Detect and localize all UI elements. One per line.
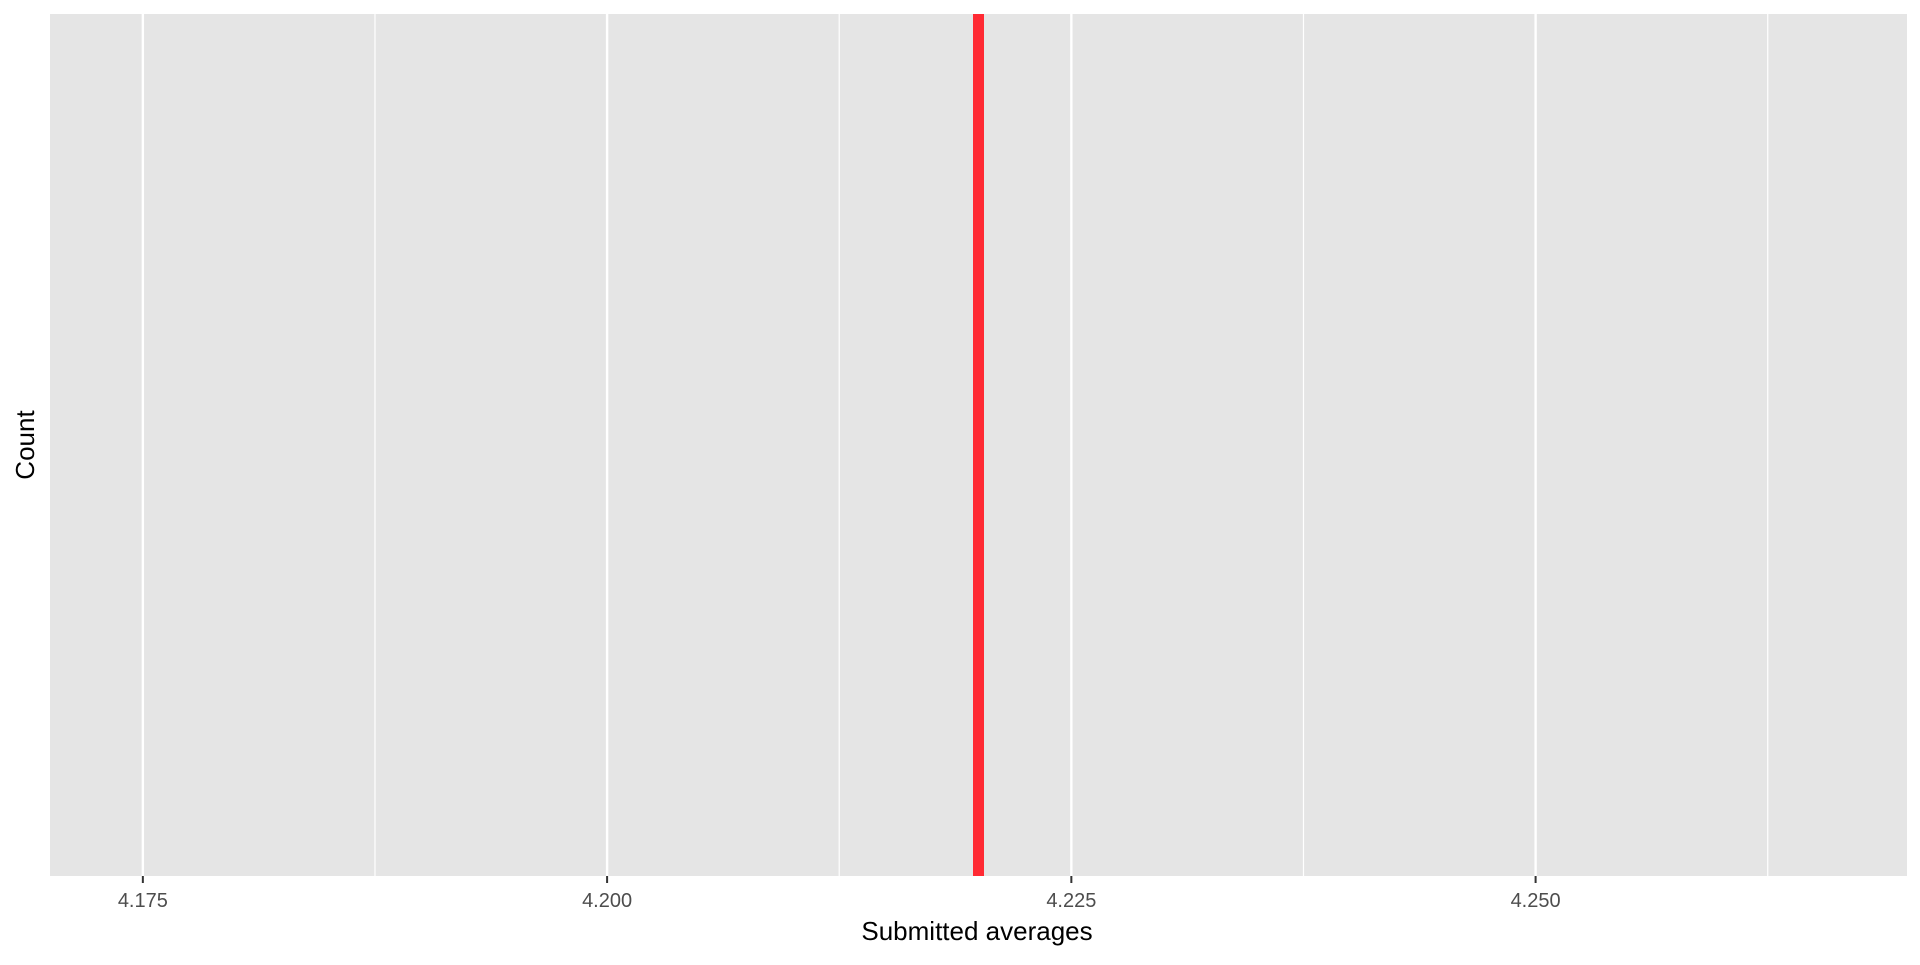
y-axis-title: Count xyxy=(10,410,40,480)
x-axis-ticks: 4.175 4.200 4.225 4.250 xyxy=(118,876,1561,912)
minor-gridlines xyxy=(374,14,1769,876)
x-tick-label: 4.200 xyxy=(582,890,632,912)
major-gridlines xyxy=(141,14,1537,876)
x-tick-label: 4.175 xyxy=(118,890,168,912)
x-tick-label: 4.225 xyxy=(1046,890,1096,912)
x-axis-title: Submitted averages xyxy=(861,916,1092,946)
x-tick-label: 4.250 xyxy=(1511,890,1561,912)
